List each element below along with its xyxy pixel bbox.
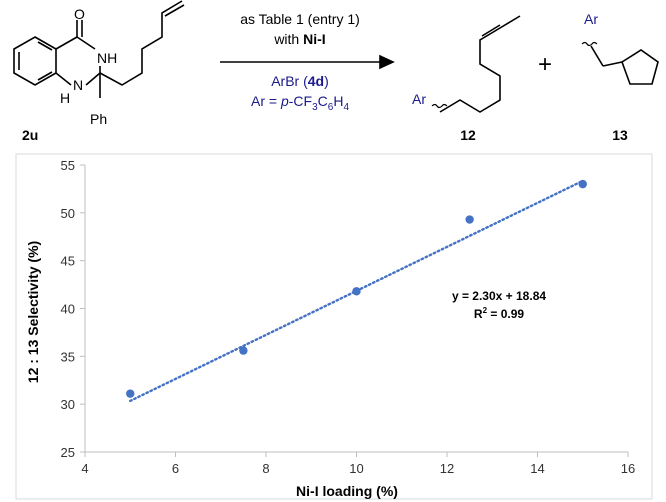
reactant-id: 2u [22, 127, 38, 143]
data-point [465, 215, 474, 224]
product-13-structure [581, 41, 659, 85]
y-tick-label: 30 [61, 397, 75, 412]
reaction-scheme [13, 0, 659, 113]
trend-equation: y = 2.30x + 18.84 [452, 289, 546, 303]
y-tick-label: 40 [61, 302, 75, 317]
data-point [239, 346, 248, 355]
x-tick-label: 14 [530, 461, 544, 476]
r-squared: R2 = 0.99 [474, 306, 524, 321]
plus-sign: + [538, 51, 552, 78]
chart: 4 6 8 10 12 14 16 25 30 35 40 45 50 55 Ni-I loading (… [15, 153, 653, 500]
quinazolinone-ring [55, 20, 101, 86]
x-axis-label: Ni-I loading (%) [296, 483, 398, 499]
carbonyl-oxygen: O [74, 6, 85, 22]
product-13-id: 13 [612, 127, 628, 143]
n-label: N [73, 77, 83, 93]
nh-label: NH [97, 50, 117, 66]
h-label: H [60, 90, 70, 106]
conditions-line-1: as Table 1 (entry 1) [240, 11, 360, 27]
product-12-structure [431, 15, 521, 113]
product-12-ar: Ar [412, 91, 426, 107]
data-point [352, 287, 361, 296]
y-tick-label: 35 [61, 349, 75, 364]
y-tick-label: 55 [61, 158, 75, 173]
product-12-id: 12 [460, 127, 476, 143]
y-tick-label: 25 [61, 445, 75, 460]
conditions-line-2: with Ni-I [273, 31, 325, 47]
x-tick-label: 6 [172, 461, 179, 476]
reagent-line: ArBr (4d) [271, 73, 329, 89]
data-point [578, 179, 587, 189]
x-tick-label: 4 [81, 461, 88, 476]
y-tick-label: 45 [61, 254, 75, 269]
x-tick-label: 8 [262, 461, 269, 476]
y-axis-label: 12 : 13 Selectivity (%) [25, 241, 41, 383]
chart-border [15, 153, 653, 500]
x-tick-label: 12 [440, 461, 454, 476]
hexenyl-chain [99, 0, 185, 86]
product-13-ar: Ar [584, 11, 598, 27]
x-tick-label: 10 [349, 461, 363, 476]
data-point [126, 389, 135, 398]
x-tick-label: 16 [621, 461, 635, 476]
scheme-labels: O NH H N Ph 2u as Table 1 (entry 1) with… [22, 6, 628, 143]
reaction-arrow [220, 54, 395, 70]
ar-definition: Ar = p-CF3C6H4 [251, 93, 349, 113]
plot-area: 4 6 8 10 12 14 16 25 30 35 40 45 50 55 [61, 158, 636, 476]
benzene-ring [13, 36, 57, 86]
ph-label: Ph [90, 111, 107, 127]
y-tick-label: 50 [61, 206, 75, 221]
